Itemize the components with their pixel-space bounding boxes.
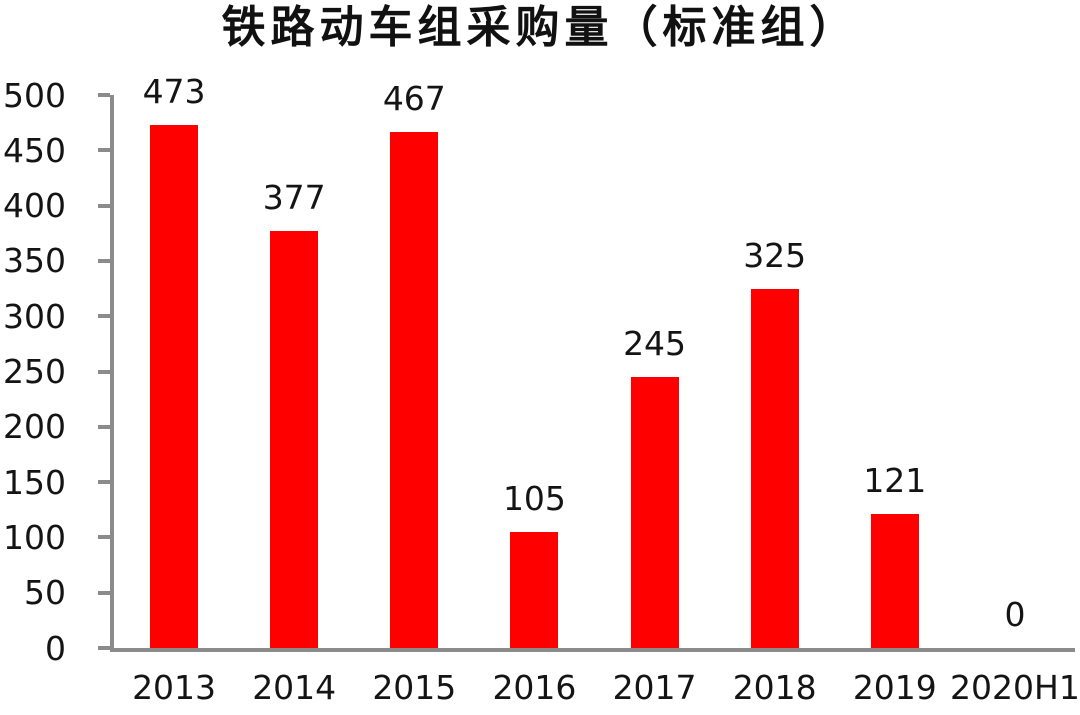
- y-tick: [98, 646, 110, 650]
- x-axis-label: 2019: [852, 668, 937, 707]
- y-tick: [98, 258, 110, 263]
- bar-value-label: 377: [262, 178, 326, 218]
- bar: [870, 514, 919, 648]
- y-tick-label: 400: [3, 186, 66, 226]
- y-tick-label: 500: [3, 75, 66, 115]
- bar-value-label: 325: [743, 235, 807, 275]
- bar-value-label: 473: [142, 71, 206, 111]
- x-axis-label: 2020H1: [950, 668, 1080, 707]
- bar: [390, 131, 439, 648]
- x-axis-label: 2018: [732, 668, 817, 707]
- bar-value-label: 467: [382, 78, 446, 118]
- y-tick-label: 350: [3, 241, 66, 281]
- y-tick: [98, 203, 110, 208]
- y-tick: [98, 590, 110, 595]
- bar: [630, 377, 679, 648]
- y-tick-label: 300: [3, 296, 66, 336]
- bar-value-label: 105: [502, 478, 566, 518]
- x-axis-label: 2015: [372, 668, 457, 707]
- x-axis-label: 2013: [132, 668, 217, 707]
- x-axis-label: 2016: [492, 668, 577, 707]
- bar: [510, 531, 559, 648]
- y-tick: [98, 480, 110, 485]
- y-tick-label: 450: [3, 130, 66, 170]
- bar-value-label: 0: [1004, 595, 1026, 634]
- y-tick-label: 200: [3, 407, 66, 447]
- y-tick-label: 150: [3, 462, 66, 502]
- y-tick-label: 250: [3, 352, 66, 391]
- y-tick: [98, 314, 110, 319]
- y-tick-label: 50: [24, 573, 66, 613]
- x-axis-label: 2017: [612, 668, 697, 707]
- bar: [150, 124, 199, 648]
- bar: [270, 231, 319, 648]
- y-tick-label: 0: [45, 628, 66, 668]
- bar-value-label: 245: [623, 324, 687, 364]
- chart-title: 铁路动车组采购量（标准组）: [221, 2, 859, 53]
- y-tick: [98, 424, 110, 429]
- x-axis-label: 2014: [252, 668, 337, 707]
- y-tick: [98, 93, 110, 97]
- bar: [750, 288, 799, 648]
- plot-area: 473 377 467 105 245 325 121 0: [110, 74, 1075, 652]
- bar-value-label: 121: [863, 461, 927, 501]
- y-tick: [98, 369, 110, 374]
- y-tick: [98, 148, 110, 153]
- y-tick: [98, 535, 110, 540]
- y-tick-label: 100: [3, 517, 66, 557]
